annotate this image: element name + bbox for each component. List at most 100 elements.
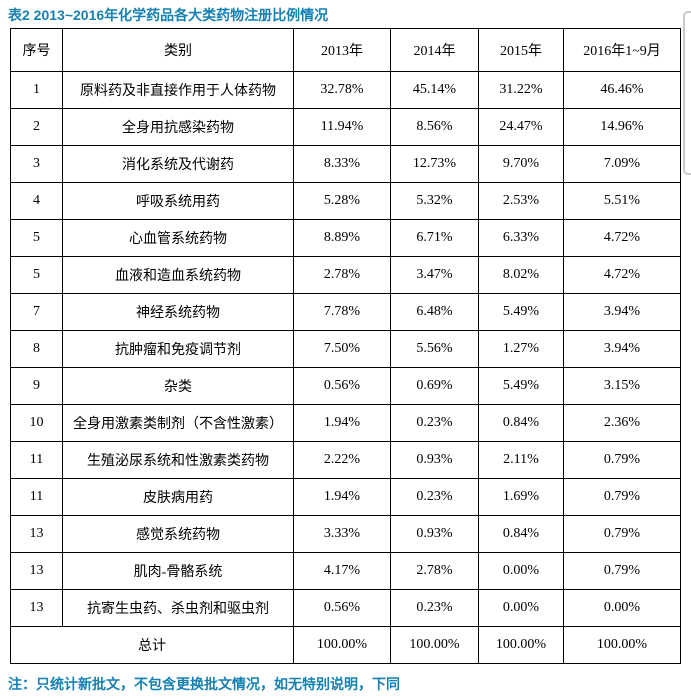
row-value: 2.11% (478, 441, 564, 479)
row-value: 0.23% (390, 589, 479, 627)
table-row: 1 原料药及非直接作用于人体药物 32.78% 45.14% 31.22% 46… (10, 71, 681, 109)
row-value: 14.96% (563, 108, 681, 146)
row-value: 3.47% (390, 256, 479, 294)
row-category: 全身用激素类制剂（不含性激素） (62, 404, 294, 442)
row-value: 2.22% (293, 441, 391, 479)
table-row: 7 神经系统药物 7.78% 6.48% 5.49% 3.94% (10, 293, 681, 331)
row-value: 8.02% (478, 256, 564, 294)
row-value: 7.09% (563, 145, 681, 183)
row-no: 13 (10, 552, 63, 590)
header-cell-2016: 2016年1~9月 (563, 28, 681, 72)
row-value: 1.69% (478, 478, 564, 516)
row-value: 8.89% (293, 219, 391, 257)
row-category: 肌肉-骨骼系统 (62, 552, 294, 590)
row-category: 生殖泌尿系统和性激素类药物 (62, 441, 294, 479)
row-value: 6.48% (390, 293, 479, 331)
row-value: 0.00% (563, 589, 681, 627)
row-value: 31.22% (478, 71, 564, 109)
table-row: 4 呼吸系统用药 5.28% 5.32% 2.53% 5.51% (10, 182, 681, 220)
row-category: 杂类 (62, 367, 294, 405)
table-row: 3 消化系统及代谢药 8.33% 12.73% 9.70% 7.09% (10, 145, 681, 183)
row-no: 5 (10, 219, 63, 257)
row-value: 0.79% (563, 441, 681, 479)
row-value: 1.94% (293, 478, 391, 516)
total-label: 总计 (10, 626, 294, 664)
row-value: 3.94% (563, 330, 681, 368)
row-value: 0.79% (563, 552, 681, 590)
table-caption: 表2 2013~2016年化学药品各大类药物注册比例情况 (8, 7, 329, 23)
header-row: 序号 类别 2013年 2014年 2015年 2016年1~9月 (10, 28, 681, 72)
row-category: 抗肿瘤和免疫调节剂 (62, 330, 294, 368)
row-no: 13 (10, 589, 63, 627)
table-body: 1 原料药及非直接作用于人体药物 32.78% 45.14% 31.22% 46… (10, 71, 681, 627)
row-category: 原料药及非直接作用于人体药物 (62, 71, 294, 109)
row-value: 0.84% (478, 404, 564, 442)
row-value: 4.72% (563, 219, 681, 257)
row-category: 呼吸系统用药 (62, 182, 294, 220)
row-category: 抗寄生虫药、杀虫剂和驱虫剂 (62, 589, 294, 627)
row-value: 5.49% (478, 293, 564, 331)
table-row: 11 皮肤病用药 1.94% 0.23% 1.69% 0.79% (10, 478, 681, 516)
row-category: 感觉系统药物 (62, 515, 294, 553)
row-value: 0.93% (390, 441, 479, 479)
row-value: 5.49% (478, 367, 564, 405)
row-value: 5.32% (390, 182, 479, 220)
table-row: 13 感觉系统药物 3.33% 0.93% 0.84% 0.79% (10, 515, 681, 553)
row-no: 5 (10, 256, 63, 294)
total-value-2013: 100.00% (293, 626, 391, 664)
row-value: 0.69% (390, 367, 479, 405)
table-row: 9 杂类 0.56% 0.69% 5.49% 3.15% (10, 367, 681, 405)
row-category: 皮肤病用药 (62, 478, 294, 516)
row-value: 8.33% (293, 145, 391, 183)
row-value: 0.79% (563, 478, 681, 516)
table-row: 11 生殖泌尿系统和性激素类药物 2.22% 0.93% 2.11% 0.79% (10, 441, 681, 479)
row-value: 7.78% (293, 293, 391, 331)
row-value: 5.51% (563, 182, 681, 220)
row-value: 45.14% (390, 71, 479, 109)
row-no: 2 (10, 108, 63, 146)
header-cell-2014: 2014年 (390, 28, 479, 72)
total-value-2014: 100.00% (390, 626, 479, 664)
header-cell-2013: 2013年 (293, 28, 391, 72)
row-no: 13 (10, 515, 63, 553)
row-value: 12.73% (390, 145, 479, 183)
row-value: 9.70% (478, 145, 564, 183)
row-value: 3.15% (563, 367, 681, 405)
table-row: 13 抗寄生虫药、杀虫剂和驱虫剂 0.56% 0.23% 0.00% 0.00% (10, 589, 681, 627)
header-cell-category: 类别 (62, 28, 294, 72)
row-value: 3.33% (293, 515, 391, 553)
row-value: 5.28% (293, 182, 391, 220)
table-row: 10 全身用激素类制剂（不含性激素） 1.94% 0.23% 0.84% 2.3… (10, 404, 681, 442)
row-no: 7 (10, 293, 63, 331)
row-value: 0.00% (478, 589, 564, 627)
row-value: 0.56% (293, 367, 391, 405)
row-value: 8.56% (390, 108, 479, 146)
row-value: 0.84% (478, 515, 564, 553)
row-category: 全身用抗感染药物 (62, 108, 294, 146)
row-no: 8 (10, 330, 63, 368)
row-no: 11 (10, 478, 63, 516)
footnote: 注：只统计新批文，不包含更换批文情况，如无特别说明，下同 (8, 676, 400, 692)
row-value: 1.94% (293, 404, 391, 442)
table-row: 8 抗肿瘤和免疫调节剂 7.50% 5.56% 1.27% 3.94% (10, 330, 681, 368)
row-value: 6.71% (390, 219, 479, 257)
row-value: 0.00% (478, 552, 564, 590)
row-value: 5.56% (390, 330, 479, 368)
row-value: 0.93% (390, 515, 479, 553)
row-value: 2.53% (478, 182, 564, 220)
row-value: 0.56% (293, 589, 391, 627)
row-value: 3.94% (563, 293, 681, 331)
row-category: 消化系统及代谢药 (62, 145, 294, 183)
row-value: 7.50% (293, 330, 391, 368)
row-value: 2.36% (563, 404, 681, 442)
row-no: 9 (10, 367, 63, 405)
row-value: 0.23% (390, 404, 479, 442)
row-no: 10 (10, 404, 63, 442)
table-row: 5 血液和造血系统药物 2.78% 3.47% 8.02% 4.72% (10, 256, 681, 294)
row-value: 4.72% (563, 256, 681, 294)
table-row: 5 心血管系统药物 8.89% 6.71% 6.33% 4.72% (10, 219, 681, 257)
table-row: 2 全身用抗感染药物 11.94% 8.56% 24.47% 14.96% (10, 108, 681, 146)
row-value: 32.78% (293, 71, 391, 109)
row-value: 11.94% (293, 108, 391, 146)
